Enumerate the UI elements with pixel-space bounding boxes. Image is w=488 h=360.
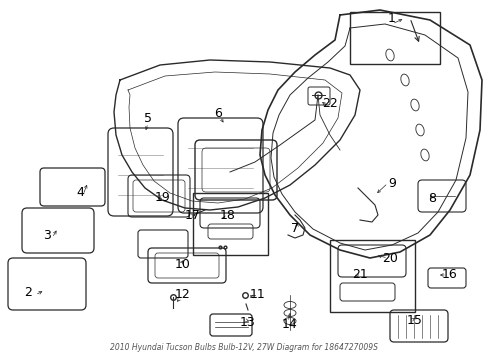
Text: 14: 14	[282, 319, 297, 332]
Bar	[193, 193, 267, 255]
Text: 6: 6	[214, 107, 222, 120]
Text: 13: 13	[240, 315, 255, 328]
Text: 16: 16	[441, 269, 457, 282]
Text: 21: 21	[351, 269, 367, 282]
Text: 7: 7	[290, 221, 298, 234]
Text: 17: 17	[184, 208, 201, 221]
Text: 8: 8	[427, 192, 435, 204]
Text: 2: 2	[24, 287, 32, 300]
Bar	[329, 240, 414, 312]
Text: 20: 20	[381, 252, 397, 265]
Text: 5: 5	[143, 112, 152, 125]
Text: 10: 10	[175, 257, 190, 270]
Text: 3: 3	[43, 229, 51, 242]
Bar	[349, 12, 439, 64]
Text: 11: 11	[250, 288, 265, 302]
Text: 1: 1	[387, 12, 395, 24]
Text: 9: 9	[387, 176, 395, 189]
Text: 2010 Hyundai Tucson Bulbs Bulb-12V, 27W Diagram for 1864727009S: 2010 Hyundai Tucson Bulbs Bulb-12V, 27W …	[110, 343, 378, 352]
Text: 4: 4	[76, 185, 84, 198]
Text: 22: 22	[322, 96, 337, 109]
Text: 18: 18	[220, 208, 235, 221]
Text: 15: 15	[406, 314, 422, 327]
Text: 19: 19	[155, 190, 170, 203]
Text: 12: 12	[175, 288, 190, 302]
